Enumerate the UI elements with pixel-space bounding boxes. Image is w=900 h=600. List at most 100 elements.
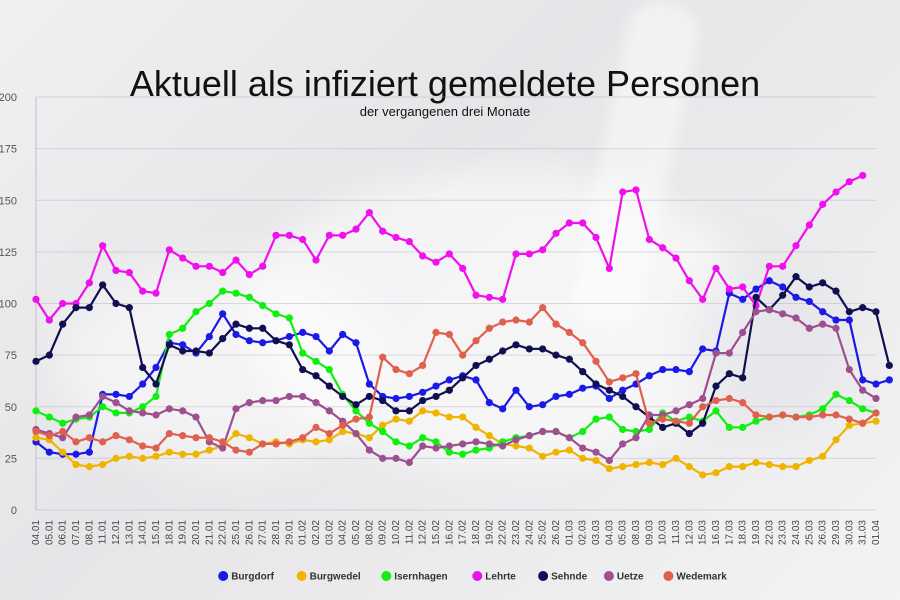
data-point — [205, 349, 213, 357]
chart-subtitle: der vergangenen drei Monate — [360, 104, 531, 119]
data-point — [85, 411, 93, 419]
data-point — [379, 427, 387, 436]
data-point — [645, 419, 653, 427]
data-point — [32, 357, 40, 365]
data-point — [152, 452, 160, 460]
data-point — [659, 365, 667, 374]
data-point — [352, 339, 360, 347]
data-point — [739, 295, 747, 303]
data-point — [592, 448, 600, 456]
data-point — [299, 434, 307, 442]
x-tick-label: 24.03 — [791, 520, 802, 545]
data-point — [712, 264, 720, 272]
data-point — [179, 341, 187, 349]
data-point — [312, 399, 320, 407]
data-point — [512, 341, 520, 349]
x-tick-label: 15.01 — [151, 520, 162, 545]
data-point — [459, 374, 467, 382]
data-point — [485, 399, 493, 407]
data-point — [752, 285, 760, 293]
data-point — [699, 295, 707, 303]
data-point — [792, 413, 800, 421]
data-point — [325, 436, 333, 444]
data-point — [512, 442, 520, 450]
data-point — [99, 281, 107, 289]
data-point — [605, 456, 613, 465]
x-tick-label: 25.02 — [538, 520, 549, 545]
data-point — [325, 347, 333, 355]
data-point — [139, 363, 147, 372]
data-point — [685, 419, 693, 427]
data-point — [845, 308, 853, 316]
data-point — [459, 450, 467, 458]
data-point — [419, 396, 427, 405]
data-point — [432, 409, 440, 417]
data-point — [485, 355, 493, 363]
data-point — [59, 320, 67, 328]
data-point — [179, 432, 187, 440]
data-point — [339, 421, 347, 429]
data-point — [672, 454, 680, 462]
data-point — [192, 262, 200, 270]
y-tick-label: 100 — [0, 299, 17, 311]
data-point — [365, 209, 373, 217]
data-point — [32, 295, 40, 303]
data-point — [152, 289, 160, 297]
x-tick-label: 08.02 — [364, 520, 375, 545]
data-point — [179, 450, 187, 458]
x-tick-label: 15.02 — [431, 520, 442, 545]
data-point — [299, 328, 307, 337]
data-point — [752, 308, 760, 316]
data-point — [725, 423, 733, 431]
data-point — [259, 324, 267, 332]
series-burgwedel — [32, 407, 880, 479]
data-point — [792, 242, 800, 250]
data-point — [672, 407, 680, 415]
data-point — [85, 448, 93, 456]
data-point — [859, 419, 867, 427]
x-tick-label: 01.03 — [564, 520, 575, 545]
data-point — [592, 380, 600, 388]
data-point — [245, 399, 253, 407]
data-point — [365, 446, 373, 454]
data-point — [685, 401, 693, 409]
x-tick-label: 17.02 — [458, 520, 469, 545]
data-point — [379, 421, 387, 429]
x-tick-label: 04.01 — [31, 520, 42, 545]
data-point — [125, 304, 133, 312]
data-point — [472, 291, 480, 299]
data-point — [285, 392, 293, 401]
series-line — [35, 279, 890, 456]
data-point — [539, 401, 547, 409]
x-tick-label: 26.02 — [551, 520, 562, 545]
data-point — [445, 386, 453, 394]
data-point — [579, 219, 587, 227]
data-point — [512, 250, 520, 258]
x-tick-label: 19.01 — [178, 520, 189, 545]
data-point — [72, 304, 80, 312]
data-point — [499, 318, 507, 326]
data-point — [219, 310, 227, 318]
x-tick-label: 29.01 — [284, 520, 295, 545]
data-point — [859, 376, 867, 384]
data-point — [405, 407, 413, 415]
x-tick-label: 25.01 — [231, 520, 242, 545]
data-point — [325, 365, 333, 374]
data-point — [152, 392, 160, 401]
x-tick-label: 19.02 — [484, 520, 495, 545]
data-point — [765, 262, 773, 270]
data-point — [152, 444, 160, 452]
data-point — [845, 396, 853, 405]
data-point — [245, 337, 253, 345]
x-tick-label: 27.01 — [258, 520, 269, 545]
x-tick-label: 03.02 — [324, 520, 335, 545]
x-tick-label: 23.03 — [778, 520, 789, 545]
x-tick-label: 09.03 — [644, 520, 655, 545]
data-point — [659, 244, 667, 252]
data-point — [405, 370, 413, 378]
data-point — [419, 252, 427, 260]
x-tick-label: 02.02 — [311, 520, 322, 545]
data-point — [299, 392, 307, 401]
x-tick-label: 14.01 — [138, 520, 149, 545]
data-point — [565, 355, 573, 363]
